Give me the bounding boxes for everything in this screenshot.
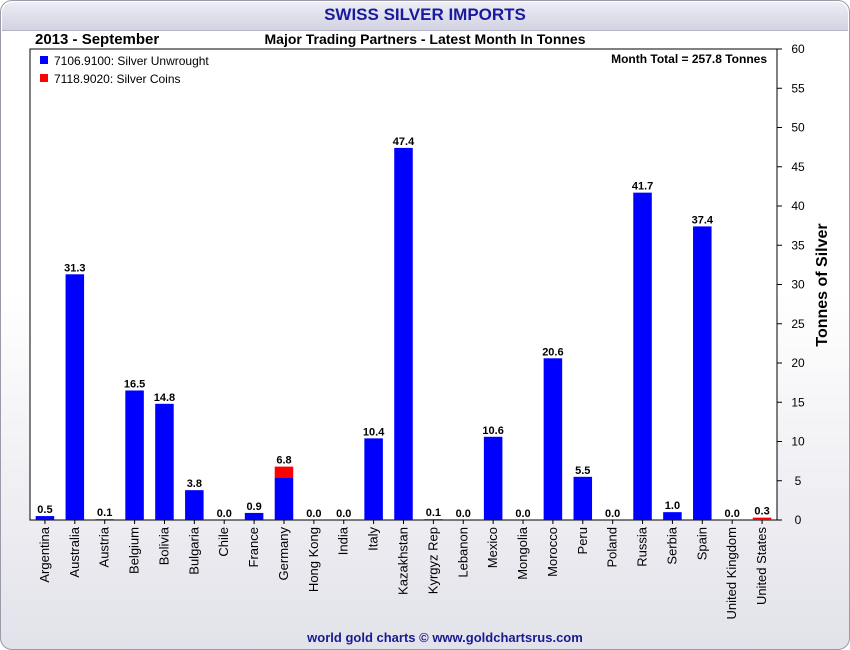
data-label: 10.6 — [482, 425, 503, 437]
x-tick-label: Mexico — [485, 527, 500, 568]
x-tick-label: Belgium — [127, 527, 142, 574]
data-label: 1.0 — [665, 500, 680, 512]
bar-unwrought — [483, 436, 503, 520]
bar-unwrought — [185, 490, 204, 520]
y-tick-label: 0 — [795, 513, 802, 527]
y-tick-label: 20 — [791, 356, 805, 370]
x-tick-label: United States — [754, 527, 769, 606]
bar-unwrought — [244, 512, 264, 520]
x-tick-label: Austria — [97, 526, 112, 567]
chart-subtitle: Major Trading Partners - Latest Month In… — [264, 31, 586, 47]
y-tick-label: 45 — [791, 160, 805, 174]
y-tick-label: 60 — [791, 42, 805, 56]
y-tick-label: 50 — [791, 121, 805, 135]
y-tick-label: 10 — [791, 435, 805, 449]
data-label: 41.7 — [632, 181, 653, 193]
x-tick-label: Italy — [366, 527, 381, 551]
legend-label-coins: 7118.9020: Silver Coins — [54, 72, 181, 86]
data-label: 0.3 — [754, 506, 769, 518]
data-label: 16.5 — [124, 378, 145, 390]
x-tick-label: Germany — [276, 527, 291, 581]
x-tick-label: Kazakhstan — [396, 527, 411, 595]
legend-swatch-coins — [40, 74, 48, 82]
data-label: 0.0 — [725, 508, 740, 520]
bar-unwrought — [394, 147, 413, 520]
data-label: 6.8 — [276, 455, 291, 467]
data-label: 0.0 — [217, 508, 232, 520]
bar-unwrought — [663, 512, 682, 520]
title-bar — [2, 2, 848, 31]
y-tick-label: 25 — [791, 317, 805, 331]
x-tick-label: Spain — [694, 527, 709, 560]
bar-unwrought — [155, 403, 174, 520]
chart-title: SWISS SILVER IMPORTS — [324, 5, 526, 24]
month-total-annotation: Month Total = 257.8 Tonnes — [611, 52, 767, 66]
bar-unwrought — [633, 192, 652, 520]
x-tick-label: Lebanon — [455, 527, 470, 578]
data-label: 0.0 — [515, 508, 530, 520]
x-tick-label: Bolivia — [156, 526, 171, 565]
bar-unwrought — [573, 476, 593, 520]
data-label: 0.9 — [246, 501, 261, 513]
y-tick-label: 55 — [791, 81, 805, 95]
bar-coins — [752, 517, 772, 520]
data-label: 20.6 — [542, 346, 563, 358]
x-tick-label: Kyrgyz Rep — [425, 527, 440, 594]
bar-unwrought — [693, 226, 712, 520]
bar-coins — [274, 466, 294, 478]
data-label: 0.5 — [37, 504, 52, 516]
chart-period: 2013 - September — [35, 31, 160, 48]
data-label: 0.0 — [456, 508, 471, 520]
bar-unwrought — [35, 516, 55, 520]
x-tick-label: Hong Kong — [306, 527, 321, 592]
x-tick-label: Russia — [635, 526, 650, 567]
x-tick-label: Argentina — [37, 526, 52, 582]
bar-unwrought — [274, 477, 294, 520]
y-tick-label: 15 — [791, 395, 805, 409]
legend: 7106.9100: Silver Unwrought 7118.9020: S… — [40, 54, 209, 86]
data-label: 0.1 — [426, 507, 441, 519]
bar-unwrought — [95, 519, 114, 521]
x-tick-label: Bulgaria — [186, 526, 201, 574]
data-label: 0.0 — [336, 508, 351, 520]
data-label: 10.4 — [363, 426, 385, 438]
data-label: 47.4 — [393, 136, 415, 148]
data-label: 0.0 — [605, 508, 620, 520]
x-tick-label: Chile — [216, 527, 231, 557]
x-tick-label: Australia — [67, 526, 82, 577]
x-tick-label: France — [246, 527, 261, 567]
x-tick-label: India — [336, 526, 351, 555]
data-label: 31.3 — [64, 262, 85, 274]
bar-unwrought — [65, 274, 85, 520]
y-tick-label: 35 — [791, 238, 805, 252]
bar-unwrought — [125, 390, 144, 520]
bar-unwrought — [424, 519, 443, 521]
bar-unwrought — [543, 358, 563, 520]
data-label: 5.5 — [575, 465, 590, 477]
x-tick-label: Serbia — [664, 526, 679, 564]
y-axis-label: Tonnes of Silver — [814, 223, 831, 346]
x-tick-label: Morocco — [545, 527, 560, 577]
legend-swatch-unwrought — [40, 56, 48, 64]
footer-credit: world gold charts © www.goldchartsrus.co… — [307, 630, 583, 645]
data-label: 14.8 — [154, 392, 175, 404]
x-tick-label: Mongolia — [515, 526, 530, 580]
data-label: 3.8 — [187, 478, 202, 490]
data-label: 0.1 — [97, 507, 112, 519]
bar-unwrought — [364, 438, 383, 520]
y-tick-label: 40 — [791, 199, 805, 213]
y-tick-label: 5 — [795, 474, 802, 488]
x-tick-label: United Kingdom — [724, 527, 739, 620]
legend-label-unwrought: 7106.9100: Silver Unwrought — [54, 54, 209, 68]
data-label: 0.0 — [306, 508, 321, 520]
x-tick-label: Peru — [575, 527, 590, 554]
x-tick-label: Poland — [605, 527, 620, 567]
y-tick-label: 30 — [791, 278, 805, 292]
data-label: 37.4 — [692, 214, 714, 226]
